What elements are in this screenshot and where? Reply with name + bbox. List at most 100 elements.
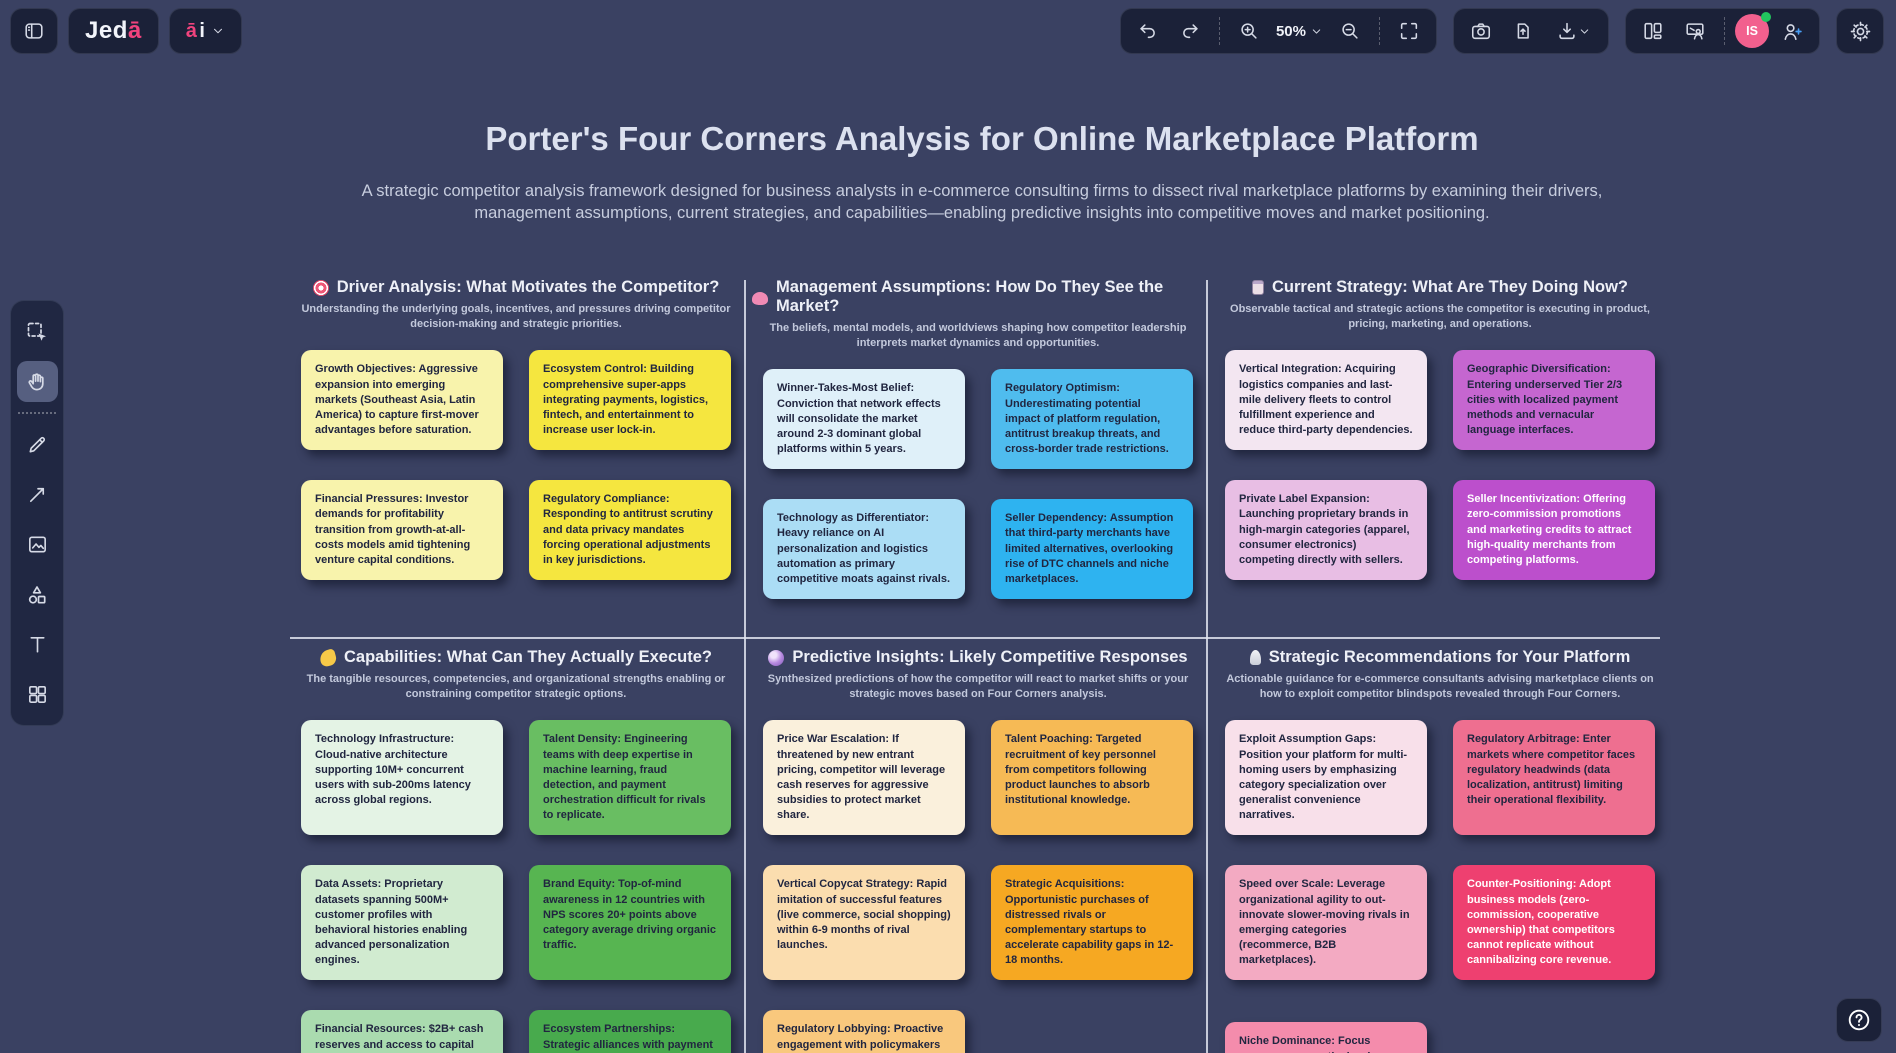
notes-grid: Price War Escalation: If threatened by n…	[752, 720, 1204, 1053]
sticky-note[interactable]: Financial Pressures: Investor demands fo…	[301, 480, 503, 581]
logo-text: Jed	[85, 17, 128, 44]
sticky-note[interactable]: Brand Equity: Top-of-mind awareness in 1…	[529, 865, 731, 981]
text-tool[interactable]	[17, 624, 58, 665]
avatar-initials: IS	[1746, 24, 1758, 38]
flexed-biceps-icon	[318, 647, 338, 668]
sticky-note[interactable]: Seller Incentivization: Offering zero-co…	[1453, 480, 1655, 581]
section-heading-text: Management Assumptions: How Do They See …	[776, 278, 1164, 315]
zoom-out-icon	[1342, 23, 1358, 39]
toolbar-separator	[1218, 17, 1220, 45]
hand-tool[interactable]	[16, 361, 58, 402]
split-panels-icon	[1644, 22, 1662, 40]
section-description: Observable tactical and strategic action…	[1230, 303, 1650, 331]
export-group	[1453, 8, 1609, 54]
sticky-note[interactable]: Strategic Acquisitions: Opportunistic pu…	[991, 865, 1193, 981]
tool-rail	[10, 300, 64, 726]
app-logo[interactable]: Jed ā	[68, 8, 159, 54]
question-mark-icon	[1848, 1009, 1870, 1031]
ai-rest: i	[199, 19, 206, 42]
settings-button[interactable]	[1836, 8, 1884, 54]
notes-grid: Exploit Assumption Gaps: Position your p…	[1214, 720, 1666, 1053]
arrow-tool[interactable]	[17, 474, 58, 515]
sticky-note[interactable]: Technology as Differentiator: Heavy reli…	[763, 499, 965, 600]
split-view-button[interactable]	[1634, 12, 1672, 50]
sticky-note[interactable]: Financial Resources: $2B+ cash reserves …	[301, 1010, 503, 1053]
download-button[interactable]	[1546, 12, 1600, 50]
zoom-out-button[interactable]	[1331, 12, 1369, 50]
sticky-note[interactable]: Regulatory Lobbying: Proactive engagemen…	[763, 1010, 965, 1053]
column-divider	[744, 280, 746, 1053]
zoom-level-dropdown[interactable]: 50%	[1272, 23, 1327, 40]
frames-grid-icon	[28, 686, 46, 703]
sticky-note[interactable]: Regulatory Compliance: Responding to ant…	[529, 480, 731, 581]
board-subtitle: A strategic competitor analysis framewor…	[361, 182, 1603, 222]
select-tool[interactable]	[17, 311, 58, 352]
chevron-down-icon	[1312, 28, 1321, 34]
brain-icon	[752, 291, 768, 305]
select-icon	[27, 322, 46, 341]
sticky-note[interactable]: Talent Poaching: Targeted recruitment of…	[991, 720, 1193, 836]
sticky-note[interactable]: Vertical Copycat Strategy: Rapid imitati…	[763, 865, 965, 981]
sticky-note[interactable]: Geographic Diversification: Entering und…	[1453, 350, 1655, 451]
section-heading: Driver Analysis: What Motivates the Comp…	[290, 278, 742, 297]
zoom-in-button[interactable]	[1230, 12, 1268, 50]
redo-button[interactable]	[1171, 12, 1209, 50]
sticky-note[interactable]: Exploit Assumption Gaps: Position your p…	[1225, 720, 1427, 836]
sticky-note[interactable]: Niche Dominance: Focus resources on vert…	[1225, 1022, 1427, 1053]
sticky-note[interactable]: Speed over Scale: Leverage organizationa…	[1225, 865, 1427, 981]
sticky-note[interactable]: Seller Dependency: Assumption that third…	[991, 499, 1193, 600]
notes-grid: Winner-Takes-Most Belief: Conviction tha…	[752, 369, 1204, 600]
sticky-note[interactable]: Technology Infrastructure: Cloud-native …	[301, 720, 503, 836]
fullscreen-button[interactable]	[1390, 12, 1428, 50]
sticky-note[interactable]: Price War Escalation: If threatened by n…	[763, 720, 965, 836]
section-heading-text: Predictive Insights: Likely Competitive …	[792, 648, 1188, 666]
sticky-note[interactable]: Private Label Expansion: Launching propr…	[1225, 480, 1427, 581]
shapes-tool[interactable]	[17, 574, 58, 615]
section-description: The beliefs, mental models, and worldvie…	[769, 322, 1187, 350]
section-heading-text: Capabilities: What Can They Actually Exe…	[344, 648, 712, 666]
section-heading: Current Strategy: What Are They Doing No…	[1214, 278, 1666, 297]
clipboard-icon	[1252, 280, 1264, 295]
history-zoom-group: 50%	[1119, 8, 1437, 54]
section-description: Actionable guidance for e-commerce consu…	[1226, 673, 1654, 701]
image-tool[interactable]	[17, 524, 58, 565]
hand-icon	[28, 372, 44, 390]
help-button[interactable]	[1836, 998, 1882, 1042]
gear-icon	[1850, 21, 1870, 41]
undo-button[interactable]	[1129, 12, 1167, 50]
section-predictive-insights: Predictive Insights: Likely Competitive …	[752, 648, 1204, 1053]
user-avatar[interactable]: IS	[1735, 12, 1771, 48]
pencil-tool[interactable]	[17, 424, 58, 465]
sticky-note[interactable]: Counter-Positioning: Adopt business mode…	[1453, 865, 1655, 981]
section-heading-text: Strategic Recommendations for Your Platf…	[1268, 648, 1631, 666]
chevron-down-icon	[214, 28, 223, 34]
share-upload-icon	[1517, 23, 1529, 39]
sticky-note[interactable]: Growth Objectives: Aggressive expansion …	[301, 350, 503, 451]
sticky-note[interactable]: Regulatory Optimism: Underestimating pot…	[991, 369, 1193, 470]
chevron-down-icon	[1580, 28, 1588, 34]
sidebar-toggle-button[interactable]	[10, 8, 58, 54]
sidebar-toggle-icon	[25, 23, 43, 39]
presentation-icon	[1686, 23, 1704, 40]
sticky-note[interactable]: Data Assets: Proprietary datasets spanni…	[301, 865, 503, 981]
sticky-note[interactable]: Ecosystem Control: Building comprehensiv…	[529, 350, 731, 451]
sticky-note[interactable]: Ecosystem Partnerships: Strategic allian…	[529, 1010, 731, 1053]
toolbar-separator	[1379, 17, 1380, 45]
frames-tool[interactable]	[17, 674, 58, 715]
toolbar-separator	[1724, 17, 1725, 45]
row-divider	[290, 637, 1660, 639]
sticky-note[interactable]: Regulatory Arbitrage: Enter markets wher…	[1453, 720, 1655, 836]
share-button[interactable]	[1504, 12, 1542, 50]
sticky-note[interactable]: Winner-Takes-Most Belief: Conviction tha…	[763, 369, 965, 470]
logo-accent: ā	[127, 17, 142, 44]
section-driver-analysis: Driver Analysis: What Motivates the Comp…	[290, 278, 742, 581]
image-icon	[28, 536, 46, 553]
invite-user-button[interactable]	[1773, 12, 1811, 50]
sticky-note[interactable]: Talent Density: Engineering teams with d…	[529, 720, 731, 836]
present-button[interactable]	[1676, 12, 1714, 50]
screenshot-button[interactable]	[1462, 12, 1500, 50]
section-description: Synthesized predictions of how the compe…	[767, 673, 1189, 701]
sticky-note[interactable]: Vertical Integration: Acquiring logistic…	[1225, 350, 1427, 451]
